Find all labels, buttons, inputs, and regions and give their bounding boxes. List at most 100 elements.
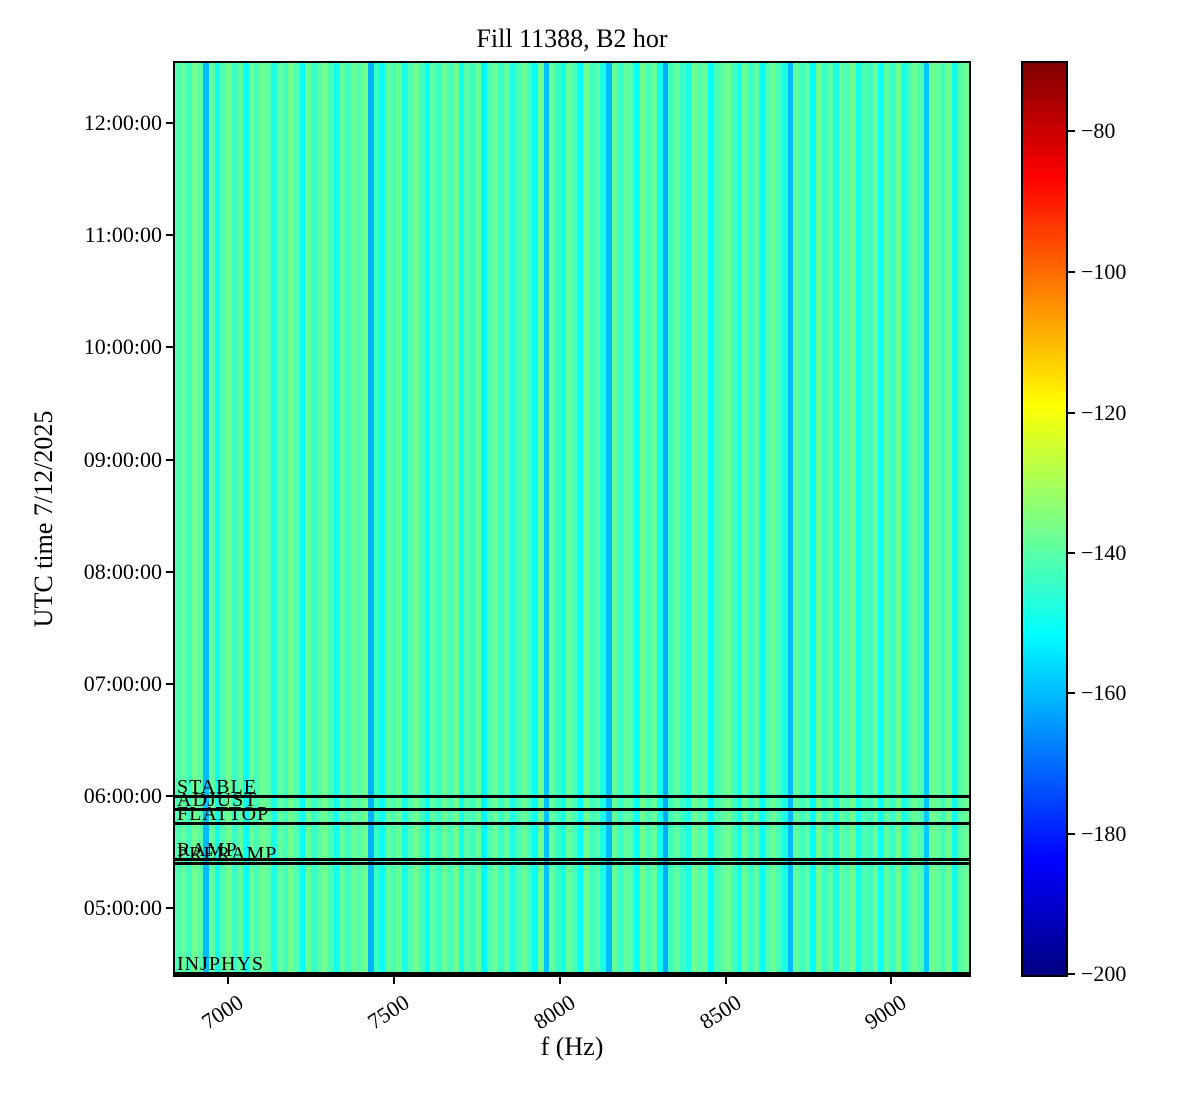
heatmap-column <box>759 63 765 975</box>
heatmap-column <box>674 63 680 975</box>
heatmap-column <box>237 63 244 975</box>
heatmap-column <box>583 63 590 975</box>
heatmap-column <box>288 63 295 975</box>
y-tick-label: 06:00:00 <box>83 782 162 808</box>
heatmap-column <box>384 63 391 975</box>
x-tick-label: 9000 <box>860 989 911 1035</box>
heatmap-column <box>861 63 867 975</box>
heatmap-column <box>231 63 238 975</box>
heatmap-column <box>742 63 748 975</box>
heatmap-column <box>243 63 249 975</box>
heatmap-column <box>770 63 777 975</box>
heatmap-column <box>362 63 368 975</box>
beam-mode-line-flattop <box>175 821 969 825</box>
colorbar-tick-label: −140 <box>1081 540 1127 566</box>
heatmap-column <box>401 63 408 975</box>
heatmap-column <box>515 63 521 975</box>
heatmap-column <box>407 63 414 975</box>
heatmap-column <box>957 63 964 975</box>
x-tick-label: 8500 <box>695 989 746 1035</box>
heatmap-column <box>447 63 453 975</box>
heatmap-column <box>901 63 907 975</box>
heatmap-column <box>566 63 573 975</box>
heatmap-column <box>878 63 884 975</box>
y-tick-mark <box>166 794 173 797</box>
heatmap-column <box>220 63 227 975</box>
heatmap-column <box>855 63 862 975</box>
heatmap-column <box>464 63 470 975</box>
heatmap-column <box>458 63 465 975</box>
colorbar-tick-mark <box>1068 833 1075 835</box>
heatmap-column <box>299 63 306 975</box>
heatmap-column <box>685 63 692 975</box>
heatmap-column <box>452 63 459 975</box>
heatmap-column <box>424 63 431 975</box>
heatmap-column <box>906 63 913 975</box>
heatmap-column <box>929 63 936 975</box>
heatmap-column <box>725 63 731 975</box>
heatmap-column <box>248 63 255 975</box>
heatmap-column <box>311 63 317 975</box>
plot-area: STABLE ADJUST FLATTOP PRERAMP RAMP INJPHYS <box>173 61 971 977</box>
heatmap-column <box>396 63 402 975</box>
colorbar-tick-mark <box>1068 552 1075 555</box>
colorbar-tick-label: −80 <box>1081 118 1116 144</box>
x-tick-label: 8000 <box>529 989 580 1035</box>
heatmap-column <box>345 63 351 975</box>
heatmap-column <box>787 63 794 975</box>
heatmap-column <box>798 63 805 975</box>
y-tick-label: 11:00:00 <box>84 222 162 247</box>
heatmap-column <box>810 63 816 975</box>
heatmap-column <box>912 63 919 975</box>
heatmap-column <box>418 63 425 975</box>
colorbar-tick-mark <box>1068 972 1075 975</box>
plot-title: Fill 11388, B2 hor <box>476 24 668 53</box>
colorbar-tick-label: −100 <box>1081 259 1127 285</box>
heatmap-column <box>821 63 828 975</box>
x-axis-label: f (Hz) <box>540 1032 604 1061</box>
heatmap-column <box>316 63 323 975</box>
heatmap-column <box>294 63 300 975</box>
heatmap-column <box>265 63 272 975</box>
heatmap-column <box>192 63 198 975</box>
heatmap-column <box>764 63 771 975</box>
beam-mode-label-ramp: RAMP <box>177 838 238 861</box>
beam-mode-line-injphys <box>175 972 969 975</box>
x-tick-mark <box>890 977 893 984</box>
x-tick-mark <box>725 977 728 984</box>
heatmap-column <box>509 63 516 975</box>
heatmap-column <box>691 63 697 975</box>
heatmap-column <box>214 63 221 975</box>
heatmap-column <box>350 63 357 975</box>
heatmap-column <box>611 63 618 975</box>
colorbar-tick-mark <box>1068 271 1075 274</box>
heatmap-column <box>952 63 958 975</box>
heatmap-column <box>713 63 720 975</box>
y-tick-mark <box>166 682 173 685</box>
heatmap-column <box>628 63 635 975</box>
heatmap-column <box>180 63 187 975</box>
heatmap-column <box>702 63 709 975</box>
heatmap-column <box>589 63 595 975</box>
colorbar-tick-label: −120 <box>1081 400 1127 426</box>
heatmap-column <box>328 63 334 975</box>
heatmap-column <box>946 63 953 975</box>
heatmap-column <box>815 63 822 975</box>
heatmap-column <box>469 63 476 975</box>
heatmap-column <box>634 63 641 975</box>
heatmap-column <box>747 63 754 975</box>
heatmap-column <box>640 63 646 975</box>
heatmap-column <box>538 63 544 975</box>
heatmap-column <box>617 63 624 975</box>
y-tick-mark <box>166 122 173 124</box>
heatmap-column <box>736 63 743 975</box>
heatmap-column <box>940 63 947 975</box>
heatmap-column <box>322 63 329 975</box>
heatmap-column <box>923 63 930 975</box>
colorbar-tick-mark <box>1068 130 1075 133</box>
y-tick-mark <box>166 906 173 909</box>
heatmap-column <box>679 63 686 975</box>
x-tick-mark <box>392 977 395 984</box>
x-tick-mark <box>559 977 561 984</box>
